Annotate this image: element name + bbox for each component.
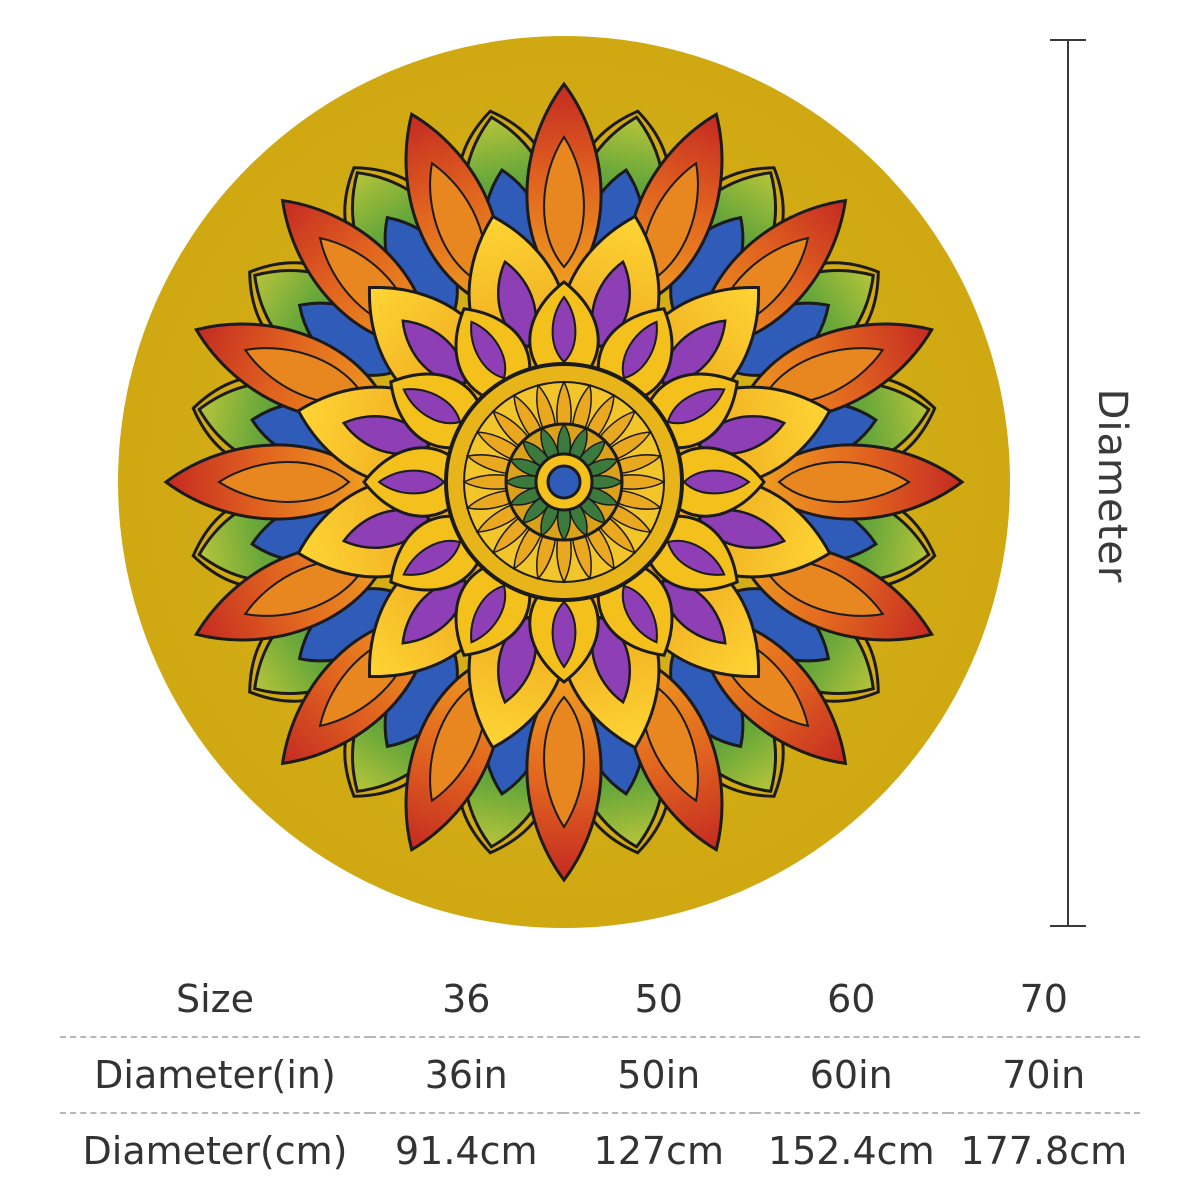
diameter-cm-row: Diameter(cm) 91.4cm 127cm 152.4cm 177.8c… (60, 1113, 1140, 1188)
diameter-in-value: 70in (947, 1037, 1140, 1114)
size-value: 50 (562, 962, 755, 1038)
diameter-measure-line (1067, 40, 1069, 926)
size-row-label: Size (60, 962, 370, 1038)
mandala-inner-purple-petal (621, 584, 658, 644)
diameter-in-value: 60in (755, 1037, 948, 1114)
mandala-inner-purple-petal (621, 320, 658, 380)
diameter-measure-bottom-cap (1050, 925, 1086, 927)
size-value: 60 (755, 962, 948, 1038)
diameter-in-value: 36in (370, 1037, 563, 1114)
mandala-inner-purple-petal (682, 469, 751, 495)
size-row: Size 36 50 60 70 (60, 962, 1140, 1038)
mandala-inner-purple-petal (377, 469, 446, 495)
mandala-center-dot (546, 464, 582, 500)
mandala-orange-inner-petal (777, 461, 911, 503)
mandala-inner-purple-petal (551, 295, 577, 364)
mandala-inner-purple-petal (470, 584, 507, 644)
diameter-cm-value: 152.4cm (767, 1129, 935, 1173)
diameter-cm-value: 91.4cm (394, 1129, 538, 1173)
mandala-pattern (163, 81, 965, 883)
mandala-inner-purple-petal (666, 388, 726, 425)
mandala-inner-purple-petal (470, 320, 507, 380)
mandala-orange-inner-petal (217, 461, 351, 503)
size-table: Size 36 50 60 70 Diameter(in) 36in 50in … (60, 962, 1140, 1188)
mandala-inner-purple-petal (666, 539, 726, 576)
diameter-in-value: 50in (562, 1037, 755, 1114)
diameter-label: Diameter (1089, 388, 1135, 584)
diameter-cm-value: 127cm (593, 1129, 724, 1173)
mandala-orange-inner-petal (543, 695, 585, 829)
diameter-in-row-label: Diameter(in) (60, 1037, 370, 1114)
size-value: 70 (947, 962, 1140, 1038)
mandala-inner-purple-petal (402, 388, 462, 425)
mandala-inner-purple-petal (551, 600, 577, 669)
diameter-measure-top-cap (1050, 39, 1086, 41)
size-value: 36 (370, 962, 563, 1038)
diameter-cm-value: 177.8cm (960, 1129, 1128, 1173)
diameter-cm-row-label: Diameter(cm) (82, 1129, 348, 1173)
mandala-inner-purple-petal (402, 539, 462, 576)
mandala-orange-inner-petal (543, 135, 585, 269)
diameter-in-row: Diameter(in) 36in 50in 60in 70in (60, 1037, 1140, 1114)
